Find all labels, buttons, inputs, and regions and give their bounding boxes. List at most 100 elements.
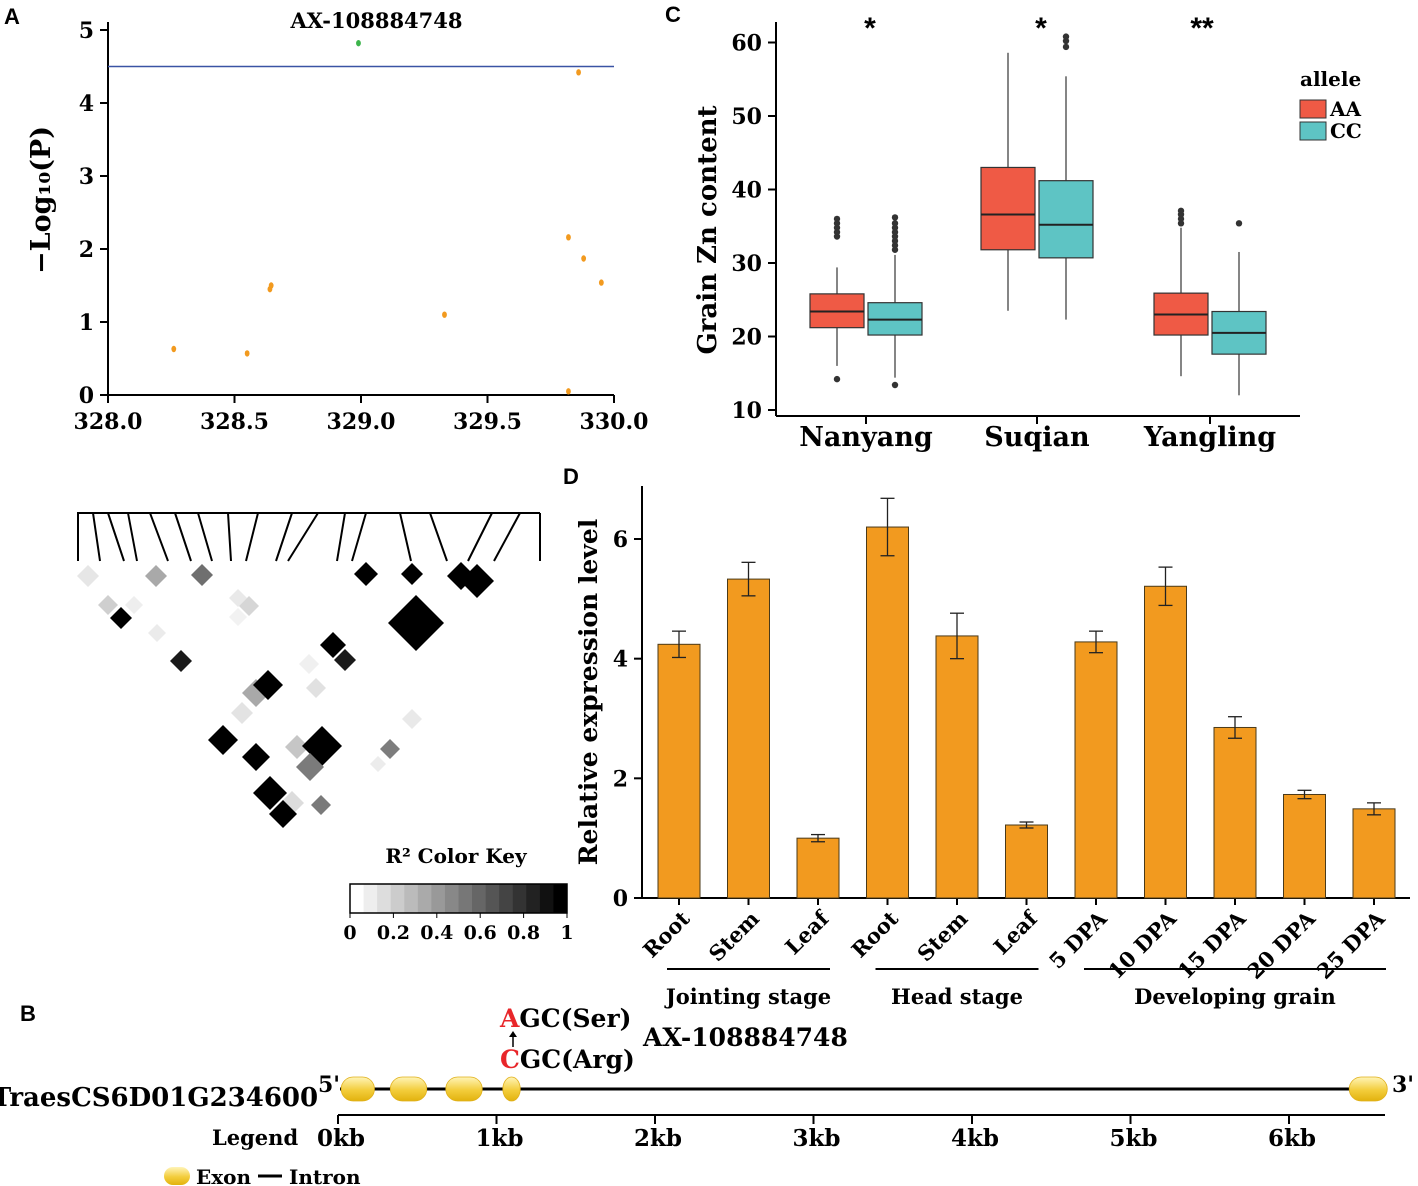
scale-tick-label: 2kb (634, 1125, 682, 1152)
exon (445, 1076, 483, 1102)
x-category-label: Suqian (984, 422, 1090, 453)
box-outlier (1235, 220, 1243, 227)
ld-cell (253, 776, 287, 810)
snp-point (581, 255, 587, 262)
box-outlier (833, 220, 841, 227)
expression-bar (657, 643, 701, 899)
snp-point (356, 39, 361, 47)
ld-cell (229, 608, 247, 626)
color-key-segment (363, 884, 378, 913)
snp-point (598, 279, 604, 286)
expression-bar (1352, 808, 1396, 899)
ld-cell (77, 565, 99, 587)
panel-label-b: B (20, 1001, 36, 1026)
x-category-label: 20 DPA (1242, 905, 1320, 983)
legend-label-aa: AA (1329, 97, 1362, 121)
box-outlier (1177, 215, 1185, 223)
ld-marker-connector (107, 512, 125, 562)
color-key-segment (377, 884, 392, 913)
significance-marker: * (1035, 12, 1047, 45)
box-outlier (1062, 37, 1070, 45)
scale-tick-label: 4kb (951, 1125, 999, 1152)
box-outlier (891, 381, 899, 389)
snp-point (442, 311, 447, 318)
alt-codon-base: C (500, 1045, 520, 1074)
ld-cell (285, 735, 309, 759)
ld-marker-connector (227, 512, 232, 562)
ld-cell (191, 564, 213, 586)
alt-codon-rest: GC(Arg) (520, 1045, 635, 1074)
color-key-segment (526, 884, 541, 913)
box-outlier (891, 237, 899, 245)
box-outlier (1062, 33, 1070, 40)
ld-cell (170, 650, 192, 672)
ld-cell (110, 607, 132, 629)
ld-marker-connector (245, 512, 259, 562)
box-outlier (833, 215, 841, 223)
ld-marker-connector (174, 512, 192, 562)
legend-exon-label: Exon (196, 1165, 252, 1186)
expression-bar (935, 635, 979, 899)
snp-point (576, 69, 581, 76)
color-key-segment (485, 884, 500, 913)
x-tick-label: 329.5 (453, 409, 522, 435)
snp-point (566, 234, 571, 241)
box-outlier (833, 224, 841, 231)
ld-cell (208, 725, 238, 755)
x-category-label: 15 DPA (1173, 905, 1251, 983)
color-key-segment (417, 884, 432, 913)
box-outlier (1062, 43, 1070, 51)
color-key-segment (444, 884, 459, 913)
box-outlier (833, 233, 841, 240)
snp-point (171, 345, 177, 353)
x-tick-label: 328.5 (200, 409, 269, 435)
x-category-label: Stem (912, 906, 972, 966)
ld-cell (299, 654, 319, 674)
y-tick-label: 4 (613, 647, 628, 673)
significance-marker: ** (1190, 12, 1214, 45)
box-aa (980, 166, 1036, 251)
color-key-segment (512, 884, 527, 913)
box-outlier (891, 242, 899, 249)
ld-cell (269, 800, 297, 828)
panel-c-y-axis-label: Grain Zn content (693, 105, 723, 354)
ld-marker-connector (92, 512, 101, 562)
ld-cell (125, 596, 143, 614)
x-category-label: 25 DPA (1312, 905, 1390, 983)
panel-d-y-axis-label: Relative expression level (574, 519, 603, 865)
lead-snp-label: AX-108884748 (289, 8, 462, 33)
x-category-label: Leaf (988, 904, 1043, 959)
gene-name: TraesCS6D01G234600 (0, 1083, 318, 1113)
ld-cell (311, 795, 331, 815)
box-outlier (1177, 220, 1185, 227)
color-key-segment (539, 884, 554, 913)
panel-a-manhattan: 328.0 328.5 329.0 329.5 330.0 0 1 2 3 4 5 AX-10888… (26, 8, 648, 435)
box-outlier (891, 214, 899, 221)
ld-cell (402, 709, 422, 729)
x-category-label: 5 DPA (1044, 905, 1112, 973)
color-key-segment (350, 884, 365, 913)
y-tick-label: 3 (79, 164, 94, 190)
ld-cell (296, 753, 324, 781)
y-tick-label: 0 (613, 886, 628, 912)
x-tick-label: 328.0 (74, 409, 143, 435)
color-key-segment (404, 884, 419, 913)
ld-marker-connector (429, 512, 448, 562)
x-category-label: Root (846, 906, 903, 963)
ld-cell (388, 595, 444, 651)
group-label: Developing grain (1134, 984, 1336, 1009)
legend-title: allele (1300, 67, 1361, 91)
ld-heatmap: R² Color Key 0 0.2 0.4 0.6 0.8 1 (77, 512, 574, 944)
box-outlier (833, 228, 841, 236)
exon (502, 1076, 521, 1102)
ld-cell (370, 756, 386, 772)
alt-codon: CGC(Arg) (500, 1045, 635, 1074)
y-tick-label: 1 (79, 310, 94, 336)
color-key-tick-label: 0 (343, 922, 356, 944)
box-outlier (891, 233, 899, 240)
y-tick-label: 50 (731, 104, 762, 130)
ld-cell (239, 596, 259, 616)
ld-cell (334, 649, 356, 671)
panel-c-boxplot: 10 20 30 40 50 60 Nanyang * Suqian * Yangling ** G… (693, 12, 1362, 453)
